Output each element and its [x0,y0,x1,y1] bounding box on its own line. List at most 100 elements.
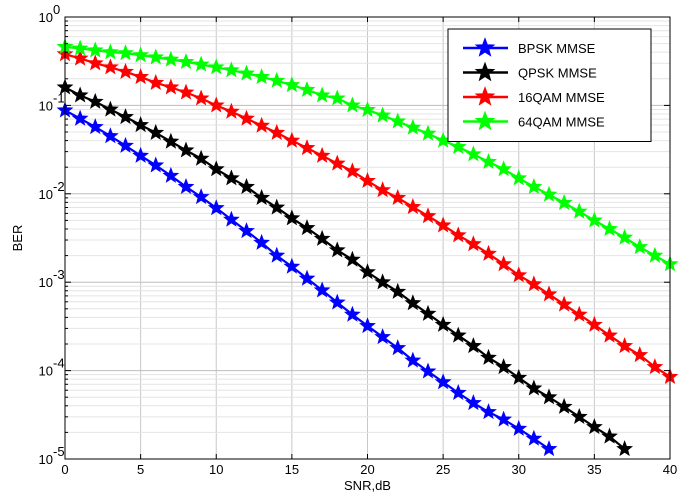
data-point-star [525,177,543,194]
legend-star-icon [474,86,496,106]
data-point-star [601,326,618,343]
data-point-star [283,209,301,226]
legend-item: QPSK MMSE [463,61,597,82]
data-point-star [434,373,452,390]
data-point-star [117,136,134,153]
data-point-star [147,48,165,65]
data-point-star [434,216,452,233]
data-point-star [328,241,346,258]
x-tick-label: 15 [285,462,299,477]
data-point-star [404,351,422,368]
data-point-star [101,127,119,144]
data-point-star [434,315,452,332]
data-point-star [359,172,376,189]
data-point-star [162,78,180,95]
data-point-star [646,246,664,263]
data-point-star [343,96,361,113]
data-point-star [374,273,392,290]
data-point-star [222,210,240,227]
data-point-star [71,109,89,126]
data-point-star [495,160,513,177]
data-point-star [555,397,573,414]
data-point-star [313,229,331,246]
data-point-star [283,76,301,93]
data-point-star [525,429,543,446]
data-point-star [238,222,255,239]
data-point-star [253,68,271,85]
data-point-star [585,211,603,228]
data-point-star [540,388,558,405]
data-point-star [132,68,150,85]
data-point-star [404,294,422,311]
data-point-star [283,257,301,274]
data-point-star [555,295,573,312]
data-point-star [359,317,376,334]
y-tick-base: 10 [39,364,53,379]
data-point-star [268,246,286,263]
data-point-star [404,198,422,215]
data-point-star [328,293,346,310]
data-point-star [298,80,316,97]
legend-label: BPSK MMSE [518,41,596,56]
legend-star-icon [474,110,496,131]
data-point-star [480,403,497,420]
y-tick-exponent: -5 [53,444,65,459]
data-point-star [177,53,195,70]
data-point-star [343,305,361,322]
data-point-star [525,379,543,396]
data-point-star [253,116,271,133]
data-point-star [510,266,528,283]
legend-star-icon [474,61,496,82]
data-point-star [601,427,618,444]
data-point-star [207,199,225,216]
data-point-star [646,358,664,375]
data-point-star [404,118,422,135]
data-point-star [601,220,618,237]
data-point-star [585,315,603,332]
data-point-star [480,348,497,365]
legend-item: BPSK MMSE [463,37,596,57]
data-point-star [192,149,210,166]
data-point-star [328,89,346,106]
y-tick-exponent: -2 [53,179,65,194]
legend: BPSK MMSE QPSK MMSE 16QAM MMSE 64QAM MMSE [447,28,652,142]
data-point-star [480,152,497,169]
data-point-star [86,41,104,58]
series-lines [56,37,679,457]
data-point-star [162,132,180,149]
data-point-star [510,368,528,385]
y-tick-base: 10 [39,452,53,467]
data-point-star [222,169,240,186]
legend-label: QPSK MMSE [518,66,597,81]
data-point-star [449,384,467,401]
data-point-star [570,202,588,219]
y-axis-label: BER [10,225,25,252]
data-point-star [101,58,119,75]
data-point-star [374,106,392,123]
data-point-star [298,269,316,286]
y-tick-exponent: -3 [53,267,65,282]
y-tick-label: 10 [39,98,53,113]
data-point-star [359,263,376,280]
data-point-star [177,141,195,158]
data-point-star [86,118,104,135]
legend-item: 64QAM MMSE [463,110,605,131]
data-point-star [222,61,240,78]
series-1 [56,78,634,457]
data-point-star [207,160,225,177]
data-point-star [253,233,271,250]
data-point-star [464,394,482,411]
data-point-star [570,407,588,424]
data-point-star [283,131,301,148]
data-point-star [419,362,437,379]
legend-label: 16QAM MMSE [518,90,605,105]
data-point-star [343,162,361,179]
data-point-star [162,50,180,67]
data-point-star [192,188,210,205]
data-point-star [389,188,407,206]
legend-label: 64QAM MMSE [518,115,605,130]
data-point-star [389,282,407,299]
data-point-star [419,207,437,224]
